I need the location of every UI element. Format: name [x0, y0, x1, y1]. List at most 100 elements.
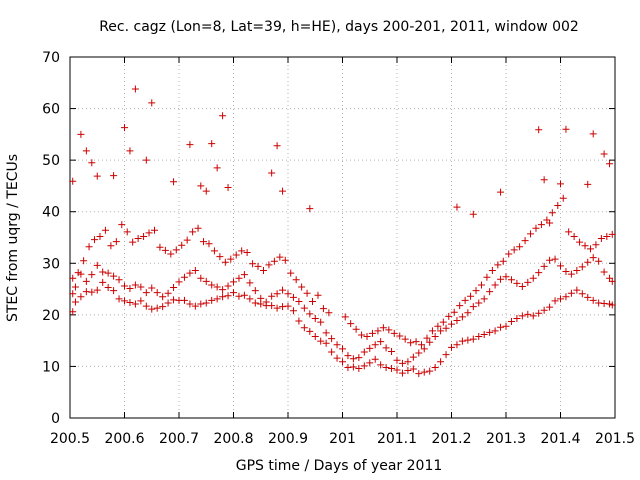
y-tick-label: 0 [51, 411, 60, 427]
y-tick-label: 20 [42, 308, 60, 324]
data-point [608, 277, 616, 285]
data-point [137, 297, 145, 305]
data-point [586, 245, 594, 253]
data-point [230, 289, 237, 297]
data-point [197, 182, 205, 190]
data-point [597, 235, 605, 243]
data-point [448, 320, 455, 328]
data-point [322, 339, 330, 347]
data-point [202, 187, 210, 195]
data-point [557, 295, 564, 303]
data-point [268, 292, 276, 300]
data-point [82, 277, 90, 285]
data-point [118, 221, 126, 229]
y-tick-label: 10 [42, 359, 60, 375]
data-point [497, 323, 505, 331]
data-point [306, 310, 314, 318]
data-point [567, 289, 575, 297]
data-point [311, 314, 319, 322]
y-axis-label: STEC from uqrg / TECUs [5, 154, 21, 322]
data-point [148, 99, 156, 107]
data-point [355, 354, 363, 362]
data-point [148, 305, 156, 313]
data-point [497, 275, 505, 283]
data-point [475, 299, 483, 307]
data-point [110, 172, 118, 180]
data-point [284, 290, 292, 298]
data-point [584, 258, 592, 266]
data-point [603, 232, 611, 240]
data-point [554, 202, 562, 210]
data-point [213, 164, 221, 172]
data-point [134, 235, 142, 243]
data-point [333, 341, 341, 349]
data-point [510, 246, 518, 254]
data-point [379, 324, 387, 332]
data-point [390, 329, 398, 337]
data-point [126, 285, 134, 293]
data-point [464, 336, 472, 344]
data-point [197, 274, 205, 282]
data-point [194, 224, 202, 232]
data-point [131, 85, 139, 93]
data-point [306, 205, 314, 213]
data-point [208, 296, 216, 304]
data-point [540, 262, 548, 270]
data-point [180, 273, 188, 281]
data-point [77, 293, 85, 301]
data-point [431, 363, 439, 371]
data-point [170, 284, 178, 292]
data-point [339, 345, 346, 353]
data-point [358, 331, 366, 339]
data-point [186, 300, 194, 308]
data-point [167, 250, 175, 258]
data-point [164, 299, 172, 307]
data-point [578, 263, 586, 271]
data-point [584, 293, 592, 301]
data-point [289, 293, 297, 301]
data-point [434, 322, 442, 330]
data-point [328, 335, 336, 343]
x-tick-label: 200.6 [104, 431, 144, 447]
data-point [219, 293, 227, 301]
data-point [189, 228, 197, 236]
data-point [529, 312, 537, 320]
x-axis: 200.5 200.6 200.7 200.8 200.9 201 201.1 201.2 20… [50, 57, 635, 447]
data-point [592, 241, 600, 249]
data-point [360, 362, 368, 370]
data-point [557, 262, 564, 270]
data-point [69, 290, 77, 298]
data-point [178, 241, 186, 249]
data-point [453, 317, 461, 325]
data-point [93, 261, 101, 269]
data-point [529, 274, 537, 282]
data-point [328, 348, 336, 356]
data-point [96, 232, 104, 240]
data-point [224, 282, 232, 290]
data-point [371, 355, 379, 363]
data-point [156, 243, 164, 251]
data-point [170, 178, 178, 186]
data-point [426, 367, 434, 375]
data-point [404, 367, 412, 375]
data-point [175, 278, 183, 286]
data-point [385, 326, 393, 334]
data-point [254, 262, 262, 270]
data-point [491, 327, 499, 335]
data-point [276, 253, 284, 261]
data-point [418, 341, 426, 349]
data-point [469, 335, 477, 343]
data-point [516, 243, 524, 251]
data-point [467, 292, 475, 300]
data-point [104, 269, 112, 277]
data-point [251, 287, 259, 295]
y-tick-label: 70 [42, 50, 60, 66]
data-point [562, 268, 570, 276]
data-point [600, 268, 608, 276]
data-point [281, 256, 289, 264]
data-point [431, 333, 439, 341]
grid [70, 57, 615, 418]
data-point [355, 364, 363, 372]
data-point [608, 230, 616, 238]
